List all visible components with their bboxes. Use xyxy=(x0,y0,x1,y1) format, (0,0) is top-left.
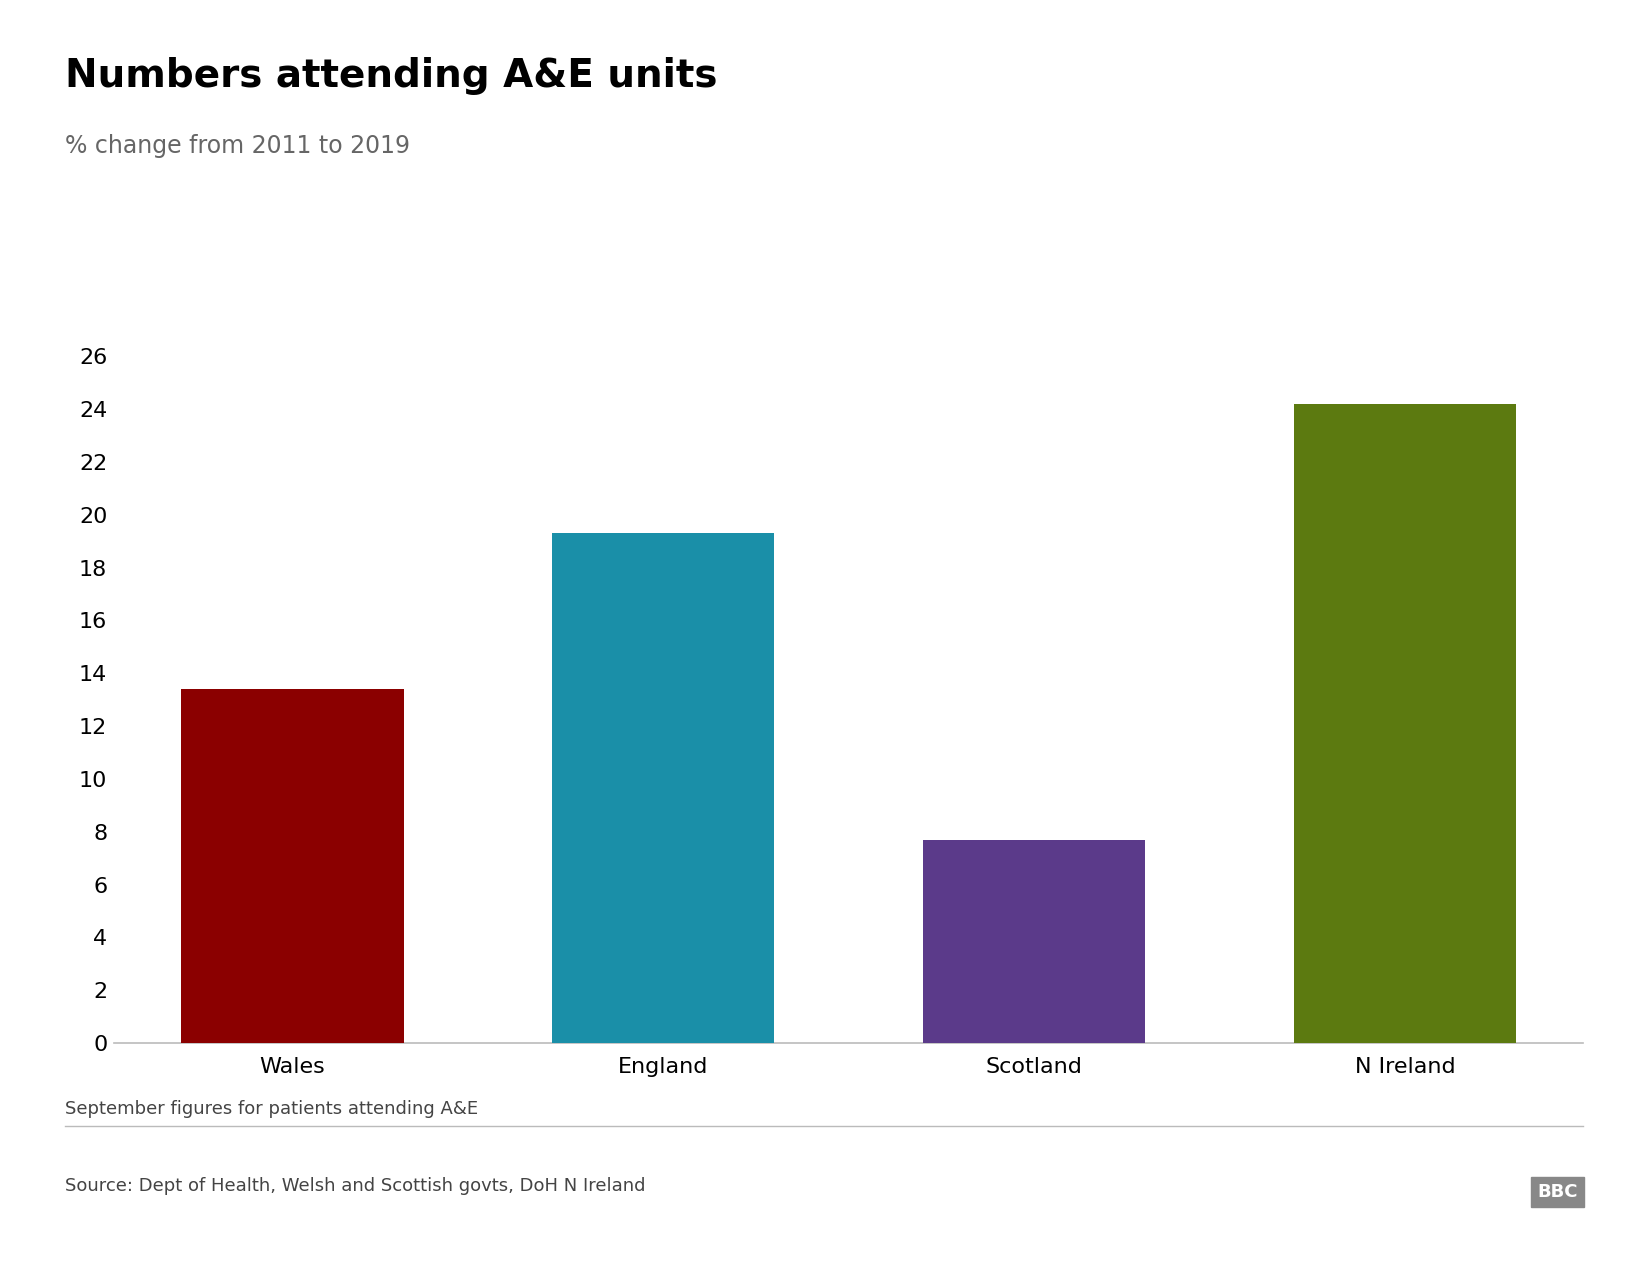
Text: BBC: BBC xyxy=(1537,1183,1578,1201)
Text: September figures for patients attending A&E: September figures for patients attending… xyxy=(65,1100,478,1118)
Bar xyxy=(181,689,403,1043)
Text: Numbers attending A&E units: Numbers attending A&E units xyxy=(65,57,718,95)
Bar xyxy=(922,840,1146,1043)
Text: Source: Dept of Health, Welsh and Scottish govts, DoH N Ireland: Source: Dept of Health, Welsh and Scotti… xyxy=(65,1177,646,1194)
Bar xyxy=(1294,403,1516,1043)
Bar xyxy=(552,533,775,1043)
Text: % change from 2011 to 2019: % change from 2011 to 2019 xyxy=(65,134,410,158)
